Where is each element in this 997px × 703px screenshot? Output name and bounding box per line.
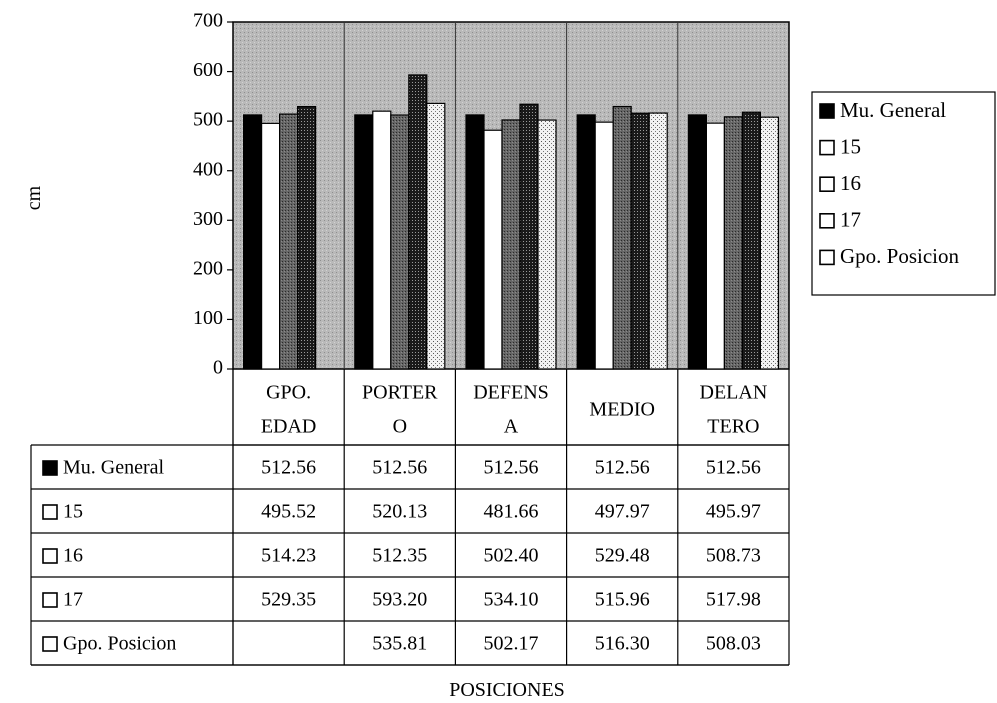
data-cell: 481.66 <box>484 501 539 523</box>
legend-box <box>811 91 996 296</box>
bar <box>759 116 780 370</box>
legend: Mu. General 15 16 17 Gpo. Posicion <box>811 91 996 296</box>
data-cell: 529.35 <box>261 589 316 611</box>
y-tick-label: 100 <box>193 307 223 329</box>
y-tick-label: 700 <box>193 10 223 32</box>
legend-swatch <box>819 249 835 266</box>
y-axis: 0 100 200 300 400 500 600 700 <box>193 10 233 379</box>
legend-swatch <box>819 139 835 156</box>
data-cell: 502.40 <box>484 545 539 567</box>
bar <box>723 116 744 370</box>
bars <box>243 74 780 370</box>
data-cell: 512.35 <box>372 545 427 567</box>
data-cell: 512.56 <box>372 457 427 479</box>
bar <box>687 114 708 370</box>
x-axis-title: POSICIONES <box>449 679 565 701</box>
bar <box>390 114 410 370</box>
data-cell: 508.03 <box>706 633 761 655</box>
data-cell: 516.30 <box>595 633 650 655</box>
legend-swatch <box>819 103 835 119</box>
row-swatch <box>42 548 58 564</box>
data-cell: 529.48 <box>595 545 650 567</box>
data-cell: 512.56 <box>595 457 650 479</box>
data-cell: 508.73 <box>706 545 761 567</box>
legend-entry: 16 <box>840 171 861 195</box>
bar <box>483 129 503 370</box>
data-cell: 517.98 <box>706 589 761 611</box>
row-header: Mu. General <box>63 457 165 479</box>
row-swatch <box>42 592 58 608</box>
data-cell: 534.10 <box>484 589 539 611</box>
row-swatch <box>42 460 58 476</box>
bar <box>372 110 392 370</box>
category-label: EDAD <box>261 416 317 438</box>
data-table: GPO. EDAD PORTER O DEFENS A MEDIO DELAN TERO Mu. … <box>30 369 790 666</box>
row-header: Gpo. Posicion <box>63 633 176 655</box>
bar <box>594 121 614 370</box>
data-cell: 512.56 <box>706 457 761 479</box>
y-axis-title: cm <box>23 185 45 210</box>
data-cell: 520.13 <box>372 501 427 523</box>
bar <box>648 112 668 370</box>
bar <box>501 119 521 370</box>
category-label: MEDIO <box>589 399 655 421</box>
bar <box>576 114 596 370</box>
legend-swatch <box>819 213 835 229</box>
bar <box>612 105 632 370</box>
row-header: 15 <box>63 501 83 523</box>
data-cell: 497.97 <box>595 501 650 523</box>
bar <box>519 103 539 370</box>
row-header: 17 <box>63 589 83 611</box>
data-cell: 535.81 <box>372 633 427 655</box>
bar <box>408 74 428 370</box>
data-cell: 593.20 <box>372 589 427 611</box>
bar <box>279 113 299 370</box>
legend-entry: Gpo. Posicion <box>840 244 960 268</box>
y-tick-label: 200 <box>193 257 223 279</box>
data-cell: 502.17 <box>484 633 539 655</box>
data-cell: 515.96 <box>595 589 650 611</box>
y-tick-label: 300 <box>193 208 223 230</box>
bar <box>297 105 317 370</box>
y-tick-label: 600 <box>193 59 223 81</box>
bar <box>261 122 281 370</box>
category-label: TERO <box>707 416 759 438</box>
bar <box>537 119 557 370</box>
y-tick-label: 0 <box>213 357 223 379</box>
legend-entry: 17 <box>840 208 861 232</box>
category-label: DELAN <box>700 382 768 404</box>
category-label: DEFENS <box>473 382 549 404</box>
legend-entry: 15 <box>840 134 861 158</box>
bar <box>354 114 374 370</box>
bar <box>243 114 263 370</box>
bar <box>741 111 762 370</box>
row-swatch <box>42 636 58 652</box>
y-tick-label: 400 <box>193 158 223 180</box>
row-swatch <box>42 504 58 520</box>
bar <box>630 112 650 370</box>
category-label: A <box>504 416 519 438</box>
y-tick-label: 500 <box>193 109 223 131</box>
bar <box>465 114 485 370</box>
bar <box>705 122 726 370</box>
category-label: PORTER <box>362 382 438 404</box>
data-cell: 512.56 <box>261 457 316 479</box>
category-label: GPO. <box>266 382 311 404</box>
row-header: 16 <box>63 545 83 567</box>
data-cell: 512.56 <box>484 457 539 479</box>
bar <box>426 102 446 370</box>
category-label: O <box>393 416 407 438</box>
data-cell: 514.23 <box>261 545 316 567</box>
data-cell: 495.97 <box>706 501 761 523</box>
legend-swatch <box>819 176 835 192</box>
data-cell: 495.52 <box>261 501 316 523</box>
legend-entry: Mu. General <box>840 98 946 122</box>
